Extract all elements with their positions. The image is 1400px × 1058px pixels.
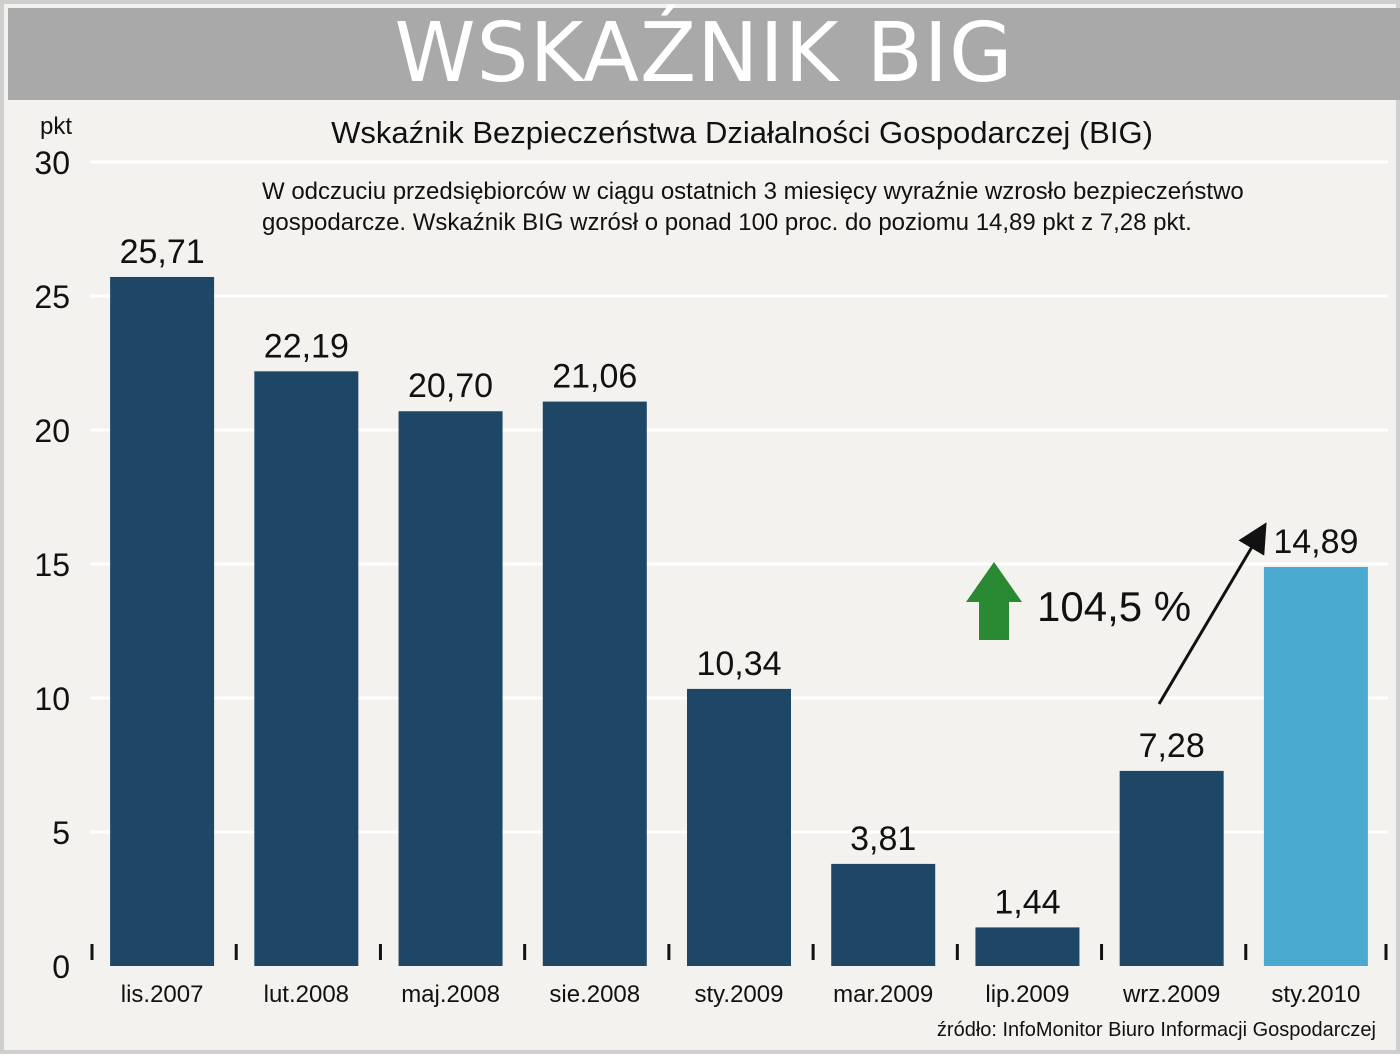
value-label: 14,89 — [1273, 523, 1358, 561]
title-banner: WSKAŹNIK BIG — [8, 8, 1400, 100]
bar-mar.2009 — [831, 863, 936, 966]
value-label: 20,70 — [408, 367, 493, 405]
growth-arrow-icon — [966, 562, 1022, 640]
x-tick-label: wrz.2009 — [1122, 981, 1220, 1008]
value-label: 3,81 — [850, 820, 916, 858]
bar-sty.2009 — [687, 688, 791, 966]
description-line-1: W odczuciu przedsiębiorców w ciągu ostat… — [262, 178, 1244, 205]
value-label: 10,34 — [696, 645, 781, 683]
value-label: 1,44 — [994, 883, 1060, 921]
value-labels: 25,71 22,19 20,70 21,06 10,34 3,81 1,44 7,28 14,… — [120, 233, 1359, 921]
source-note: źródło: InfoMonitor Biuro Informacji Gos… — [937, 1019, 1376, 1041]
y-axis-ticks: 0 5 10 15 20 25 30 — [34, 145, 70, 985]
bar-lip.2009 — [975, 927, 1080, 966]
x-tick-label: maj.2008 — [401, 981, 500, 1008]
bar-wrz.2009 — [1119, 770, 1224, 966]
y-tick-label: 5 — [52, 815, 70, 851]
x-tick-label: sie.2008 — [549, 981, 640, 1008]
axis-separators — [90, 944, 1388, 960]
bar-sty.2010 — [1263, 566, 1368, 966]
x-tick-label: lut.2008 — [264, 981, 349, 1008]
banner-title: WSKAŹNIK BIG — [394, 6, 1014, 101]
x-tick-label: sty.2009 — [695, 981, 784, 1008]
y-tick-label: 30 — [34, 145, 70, 181]
trend-arrow — [1157, 522, 1267, 705]
value-label: 25,71 — [120, 233, 205, 271]
bar-lut.2008 — [254, 371, 359, 967]
bar-maj.2008 — [398, 411, 503, 966]
value-label: 22,19 — [264, 327, 349, 365]
chart-title: Wskaźnik Bezpieczeństwa Działalności Gos… — [331, 115, 1153, 150]
y-tick-label: 0 — [52, 949, 70, 985]
x-tick-label: lis.2007 — [121, 981, 204, 1008]
bar-lis.2007 — [110, 276, 215, 966]
x-tick-label: mar.2009 — [833, 981, 933, 1008]
value-label: 21,06 — [552, 358, 637, 396]
x-tick-label: sty.2010 — [1271, 981, 1360, 1008]
bars — [110, 276, 1368, 967]
bar-sie.2008 — [542, 401, 647, 966]
y-tick-label: 25 — [34, 279, 70, 315]
description-line-2: gospodarcze. Wskaźnik BIG wzrósł o ponad… — [262, 209, 1192, 236]
bar-chart: 0 5 10 15 20 25 30 25,71 22,19 20,70 21,06 10,34 3,… — [34, 113, 1388, 1041]
change-percent-label: 104,5 % — [1037, 583, 1191, 630]
y-tick-label: 15 — [34, 547, 70, 583]
x-tick-label: lip.2009 — [985, 981, 1069, 1008]
value-label: 7,28 — [1139, 727, 1205, 765]
x-axis-labels: lis.2007 lut.2008 maj.2008 sie.2008 sty.2009… — [121, 981, 1361, 1008]
y-axis-unit-label: pkt — [40, 113, 72, 140]
y-tick-label: 10 — [34, 681, 70, 717]
y-tick-label: 20 — [34, 413, 70, 449]
